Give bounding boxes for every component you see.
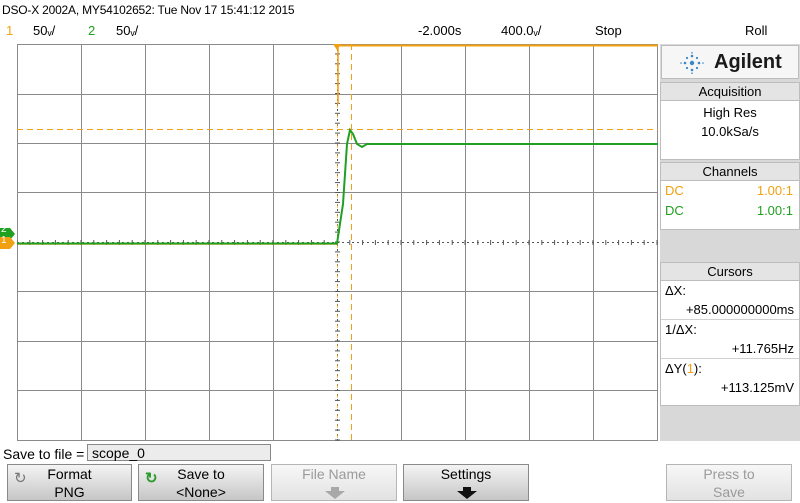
run-state: Stop bbox=[595, 23, 622, 38]
ch1-number[interactable]: 1 bbox=[6, 23, 14, 38]
agilent-logo: Agilent bbox=[661, 45, 799, 79]
press-to-save-softkey[interactable]: Press to Save bbox=[666, 464, 792, 501]
save-to-softkey[interactable]: ↻ Save to <None> bbox=[138, 464, 264, 501]
ch1-ground-label: 1 bbox=[1, 235, 7, 246]
ch2-trace bbox=[17, 127, 658, 245]
sample-rate: 10.0kSa/s bbox=[701, 124, 759, 139]
filename-field[interactable]: scope_0 bbox=[87, 444, 271, 461]
settings-softkey[interactable]: Settings bbox=[403, 464, 529, 501]
rotate-arrow-icon: ↻ bbox=[14, 470, 27, 487]
delta-y-label: ΔY(1): bbox=[665, 361, 702, 376]
format-softkey[interactable]: ↻ Format PNG bbox=[7, 464, 132, 501]
cursors-header: Cursors bbox=[661, 263, 799, 281]
status-bar: 1 50ᵥ/ 2 50ᵥ/ -2.000s 400.0ᵥ/ Stop Roll bbox=[0, 22, 800, 41]
waveform-graticule bbox=[17, 44, 658, 441]
ch2-ground-label: 2 bbox=[1, 224, 7, 235]
channels-box[interactable]: Channels DC 1.00:1 DC 1.00:1 bbox=[660, 162, 800, 230]
channel-ground-markers[interactable]: 2 1 bbox=[0, 224, 17, 255]
channels-header: Channels bbox=[661, 163, 799, 181]
ch1-coupling: DC bbox=[665, 183, 684, 198]
brand-name: Agilent bbox=[714, 51, 782, 73]
down-arrow-icon bbox=[325, 487, 345, 499]
rotate-arrow-icon: ↻ bbox=[145, 470, 158, 487]
ch2-coupling: DC bbox=[665, 203, 684, 218]
time-scale[interactable]: 400.0ᵥ/ bbox=[501, 23, 542, 38]
window-title: DSO-X 2002A, MY54102652: Tue Nov 17 15:4… bbox=[2, 3, 295, 17]
info-panel: Agilent Acquisition High Res 10.0kSa/s C… bbox=[660, 44, 800, 441]
acquisition-mode-roll: Roll bbox=[745, 23, 768, 38]
ch2-number[interactable]: 2 bbox=[88, 23, 96, 38]
down-arrow-icon bbox=[457, 487, 477, 499]
delta-x-value: +85.000000000ms bbox=[685, 302, 794, 317]
ch2-probe: 1.00:1 bbox=[756, 203, 793, 218]
ch1-probe: 1.00:1 bbox=[756, 183, 793, 198]
agilent-spark-icon bbox=[680, 52, 704, 74]
channel-2-row: DC 1.00:1 bbox=[661, 201, 799, 221]
acquisition-header: Acquisition bbox=[661, 83, 799, 101]
ch2-scale[interactable]: 50ᵥ/ bbox=[116, 23, 139, 38]
time-offset[interactable]: -2.000s bbox=[418, 23, 462, 38]
cursors-box[interactable]: Cursors ΔX: +85.000000000ms 1/ΔX: +11.76… bbox=[660, 262, 800, 406]
delta-x-label: ΔX: bbox=[665, 283, 686, 298]
delta-y-channel: 1 bbox=[686, 361, 694, 376]
acquisition-mode: High Res bbox=[703, 105, 757, 120]
ch1-scale[interactable]: 50ᵥ/ bbox=[33, 23, 56, 38]
inv-delta-x-value: +11.765Hz bbox=[731, 341, 794, 356]
inv-delta-x-label: 1/ΔX: bbox=[665, 322, 697, 337]
file-name-softkey[interactable]: File Name bbox=[271, 464, 397, 501]
waveform-display[interactable] bbox=[17, 44, 658, 441]
acquisition-box[interactable]: Acquisition High Res 10.0kSa/s bbox=[660, 82, 800, 160]
delta-y-value: +113.125mV bbox=[720, 380, 794, 395]
channel-1-row: DC 1.00:1 bbox=[661, 181, 799, 201]
save-to-file-label: Save to file = bbox=[3, 446, 85, 462]
